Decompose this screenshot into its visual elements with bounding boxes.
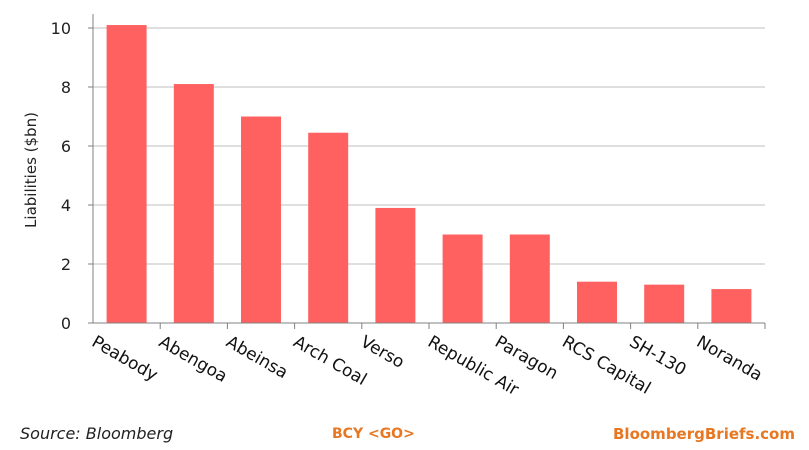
x-tick-label: Noranda xyxy=(693,332,766,386)
brand-link[interactable]: BloombergBriefs.com xyxy=(613,425,795,443)
bars xyxy=(106,25,752,324)
axes xyxy=(88,14,766,329)
y-tick-label: 8 xyxy=(61,78,71,97)
y-tick-label: 6 xyxy=(61,137,71,156)
bar-paragon xyxy=(509,234,550,323)
y-tick-label: 0 xyxy=(61,314,71,333)
x-tick-label: Abeinsa xyxy=(223,332,292,383)
bar-republic-air xyxy=(442,234,483,323)
bar-noranda xyxy=(711,289,752,323)
y-axis-label: Liabilities ($bn) xyxy=(22,112,40,228)
x-tick-label: Peabody xyxy=(88,332,161,386)
bar-verso xyxy=(375,207,416,323)
x-tick-label: Arch Coal xyxy=(290,332,370,390)
ticker-command: BCY <GO> xyxy=(332,426,415,442)
bar-abengoa xyxy=(173,84,214,323)
bar-abeinsa xyxy=(241,116,281,323)
bar-arch-coal xyxy=(308,132,349,323)
footer: Source: Bloomberg BCY <GO> BloombergBrie… xyxy=(0,420,809,444)
y-tick-label: 2 xyxy=(61,255,71,274)
y-tick-label: 10 xyxy=(51,19,71,38)
bar-rcs-capital xyxy=(577,281,617,323)
source-note: Source: Bloomberg xyxy=(20,424,174,443)
x-tick-label: Verso xyxy=(357,332,408,373)
y-tick-labels: 0 2 4 6 8 10 xyxy=(51,19,71,333)
y-tick-label: 4 xyxy=(61,196,71,215)
x-tick-label: Abengoa xyxy=(155,332,230,387)
bar-peabody xyxy=(106,25,147,324)
bar-sh-130 xyxy=(644,284,685,323)
